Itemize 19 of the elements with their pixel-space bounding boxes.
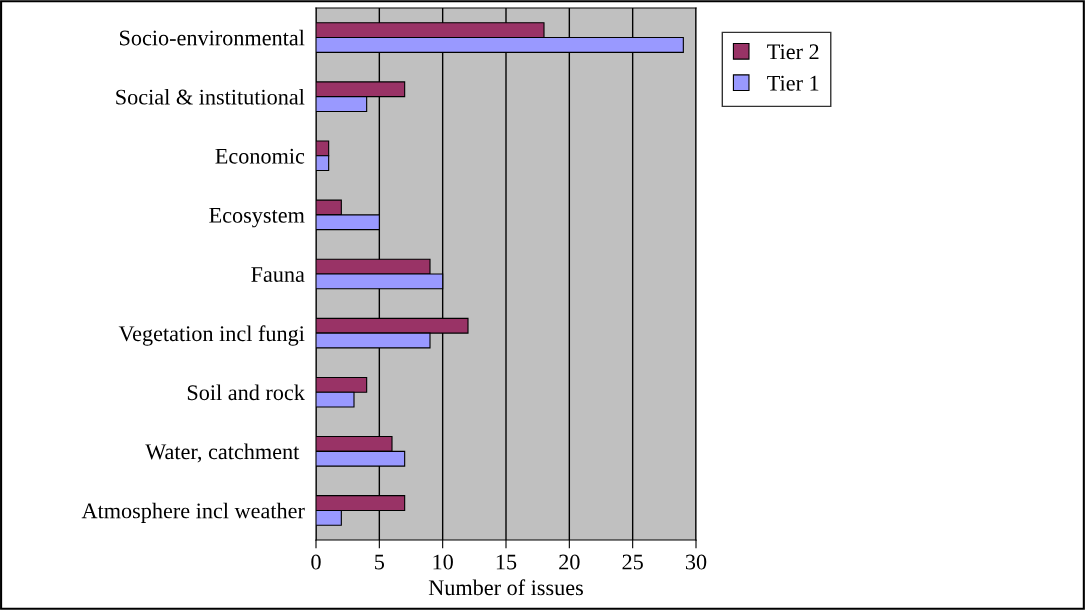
x-tick-label: 15 xyxy=(496,554,517,570)
legend-label: Tier 1 xyxy=(767,75,819,91)
y-tick-label: Economic xyxy=(215,148,305,164)
y-tick-label: Social & institutional xyxy=(116,88,305,105)
y-tick-label: Socio-environmental xyxy=(120,29,305,46)
y-tick-label: Atmosphere incl weather xyxy=(81,502,305,523)
x-axis-title: Number of issues xyxy=(428,579,583,596)
legend-label: Tier 2 xyxy=(767,44,819,60)
y-tick-label: Vegetation incl fungi xyxy=(118,325,305,346)
x-tick-label: 20 xyxy=(559,554,580,570)
y-tick-label: Fauna xyxy=(251,267,305,282)
x-tick-label: 30 xyxy=(685,554,707,570)
y-tick-label: Ecosystem xyxy=(209,208,305,228)
x-tick-label: 0 xyxy=(311,554,321,570)
y-tick-label: Soil and rock xyxy=(187,384,305,401)
x-tick-label: 10 xyxy=(433,554,453,570)
x-tick-label: 25 xyxy=(622,554,643,570)
y-tick-label: Water, catchment xyxy=(145,443,300,463)
x-tick-label: 5 xyxy=(375,554,385,570)
